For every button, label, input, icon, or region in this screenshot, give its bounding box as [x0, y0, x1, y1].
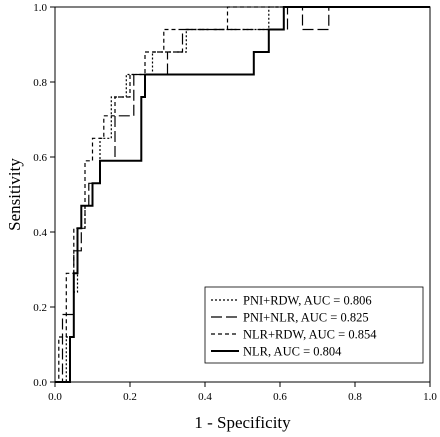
plot-axes: 0.00.0 0.2 0.2 0.4 0.4 0.6 0.6 0.8 0.8 1.0 1.0	[33, 2, 437, 403]
x-tick-label: 0.0	[48, 391, 62, 403]
y-tick-label: 0.2	[33, 302, 47, 314]
x-axis-title: 1 - Specificity	[194, 413, 291, 432]
y-axis-title: Sensitivity	[5, 158, 24, 231]
legend-box	[204, 286, 424, 364]
y-tick-label: 0.6	[33, 152, 47, 164]
legend-label-3: NLR+RDW, AUC = 0.854	[243, 328, 377, 342]
x-tick-label: 0.8	[348, 391, 362, 403]
legend-label-4: NLR, AUC = 0.804	[243, 345, 342, 359]
y-tick-label: 0.4	[33, 227, 47, 239]
series-line-4	[55, 6, 430, 383]
y-tick-label: 0.8	[33, 77, 47, 89]
y-tick-label: 1.0	[33, 2, 47, 14]
x-tick-label: 0.6	[273, 391, 287, 403]
x-tick-label: 0.2	[123, 391, 137, 403]
series-line-3	[55, 6, 430, 383]
y-tick-label: 0.0	[33, 377, 47, 389]
legend-label-2: PNI+NLR, AUC = 0.825	[243, 311, 369, 325]
legend-label-1: PNI+RDW, AUC = 0.806	[243, 294, 372, 308]
x-tick-label: 0.4	[198, 391, 212, 403]
legend: PNI+RDW, AUC = 0.806 PNI+NLR, AUC = 0.825…	[204, 286, 424, 364]
series-layer	[55, 6, 430, 383]
x-tick-label: 1.0	[423, 391, 437, 403]
